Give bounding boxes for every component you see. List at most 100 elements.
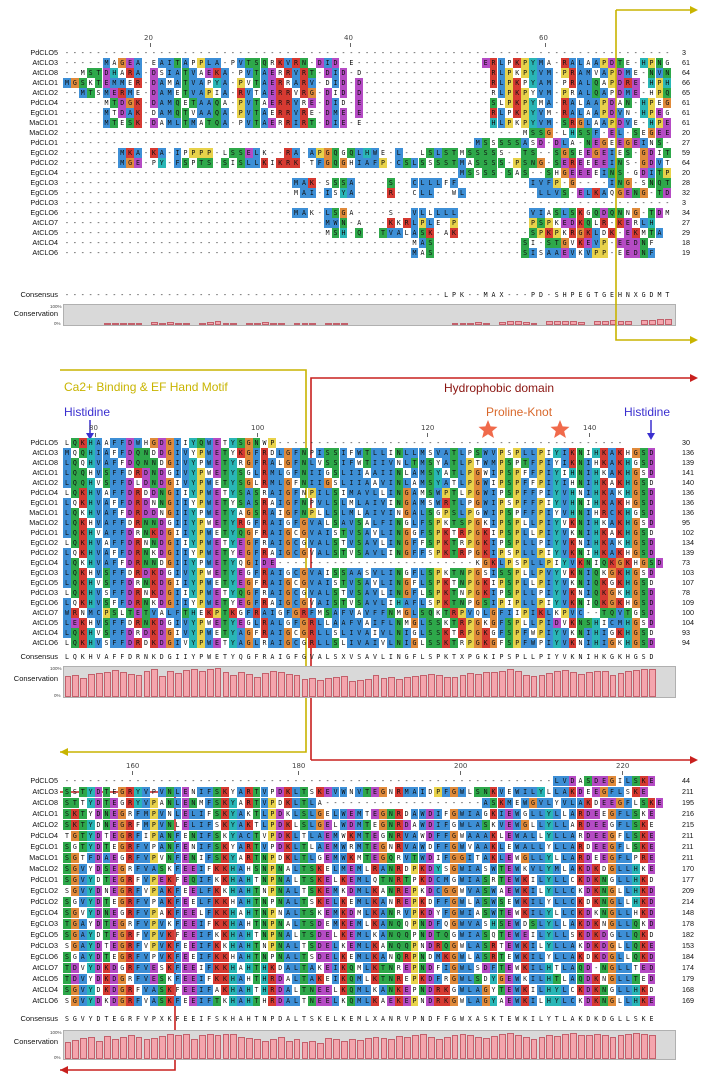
residue: - — [475, 99, 480, 107]
residue: K — [489, 809, 498, 819]
residue: A — [236, 864, 245, 874]
residue: R — [459, 639, 464, 647]
residue: Y — [189, 628, 198, 638]
conservation-bar — [443, 677, 451, 697]
residue: H — [228, 941, 237, 951]
residue: R — [128, 865, 133, 873]
residue: - — [404, 199, 409, 207]
residue: T — [102, 952, 111, 962]
residue: K — [600, 598, 609, 608]
residue: S — [505, 138, 514, 148]
residue: D — [149, 88, 158, 98]
residue: A — [515, 169, 520, 177]
residue: M — [165, 118, 174, 128]
residue: I — [584, 588, 593, 598]
residue: R — [560, 108, 569, 118]
residue: R — [442, 498, 451, 508]
residue: H — [230, 953, 235, 961]
residue: A — [586, 59, 591, 67]
residue: N — [394, 538, 403, 548]
residue: P — [268, 809, 277, 819]
residue: P — [197, 148, 206, 158]
residue: - — [183, 169, 188, 177]
residue: - — [483, 189, 488, 197]
residue: - — [357, 799, 362, 807]
residue: D — [616, 118, 624, 128]
residue: K — [600, 488, 609, 498]
residue: - — [578, 199, 583, 207]
residue: K — [515, 69, 520, 77]
residue: - — [570, 439, 575, 447]
residue: C — [410, 178, 419, 188]
residue: - — [586, 49, 591, 57]
residue: W — [513, 809, 522, 819]
residue: S — [331, 568, 340, 578]
residue: G — [631, 478, 640, 488]
residue: G — [631, 518, 640, 528]
residue: - — [167, 777, 172, 785]
residue: - — [373, 99, 378, 107]
residue: S — [355, 538, 364, 548]
residue: L — [63, 468, 71, 478]
residue: R — [600, 508, 609, 518]
residue: - — [365, 79, 370, 87]
residue: G — [452, 821, 457, 829]
residue: P — [434, 568, 443, 578]
residue: R — [284, 98, 293, 108]
residue: F — [134, 908, 142, 918]
residue: S — [331, 638, 340, 648]
residue: V — [386, 458, 395, 468]
residue: F — [616, 853, 624, 863]
residue: - — [459, 119, 464, 127]
residue: L — [260, 820, 269, 830]
residue: - — [112, 209, 117, 217]
residue: - — [404, 777, 409, 785]
residue: - — [159, 179, 164, 187]
residue: G — [244, 578, 253, 588]
residue: Y — [230, 549, 235, 557]
residue: - — [80, 109, 85, 117]
residue: Y — [228, 809, 237, 819]
residue: T — [452, 479, 457, 487]
residue: A — [102, 458, 111, 468]
residue: - — [483, 49, 488, 57]
residue: E — [371, 809, 379, 819]
residue: I — [489, 488, 498, 498]
residue: A — [268, 458, 277, 468]
residue: P — [513, 448, 522, 458]
residue: - — [143, 99, 148, 107]
residue: A — [268, 528, 277, 538]
residue: R — [450, 608, 458, 618]
residue: - — [199, 199, 204, 207]
residue: N — [420, 942, 425, 950]
residue: S — [639, 478, 648, 488]
residue: N — [576, 598, 585, 608]
residue: Q — [347, 148, 356, 158]
residue: P — [465, 508, 474, 518]
residue: E — [213, 468, 221, 478]
residue: L — [529, 618, 537, 628]
residue: Q — [70, 468, 79, 478]
sequence-end-position: 27 — [682, 138, 690, 147]
residue: L — [499, 832, 504, 840]
residue: S — [639, 628, 648, 638]
residue: P — [197, 448, 206, 458]
sequence-row: EgCLO5 S G A Y D T E G R F V P V K F E E I F K K H A H T N P N A L T S D E… — [0, 930, 704, 940]
residue: T — [300, 930, 308, 940]
residue: A — [363, 578, 372, 588]
ruler-tick-mark — [350, 43, 351, 47]
residue: S — [434, 638, 443, 648]
residue: R — [260, 568, 269, 578]
residue: F — [207, 865, 212, 873]
residue: - — [365, 139, 370, 147]
residue: V — [181, 478, 190, 488]
residue: V — [560, 588, 569, 598]
residue: I — [173, 438, 182, 448]
residue: L — [339, 628, 348, 638]
residue: D — [600, 208, 609, 218]
residue: D — [126, 598, 135, 608]
residue: A — [412, 479, 417, 487]
residue: - — [396, 199, 401, 207]
residue: S — [333, 189, 338, 197]
residue: R — [394, 831, 403, 841]
